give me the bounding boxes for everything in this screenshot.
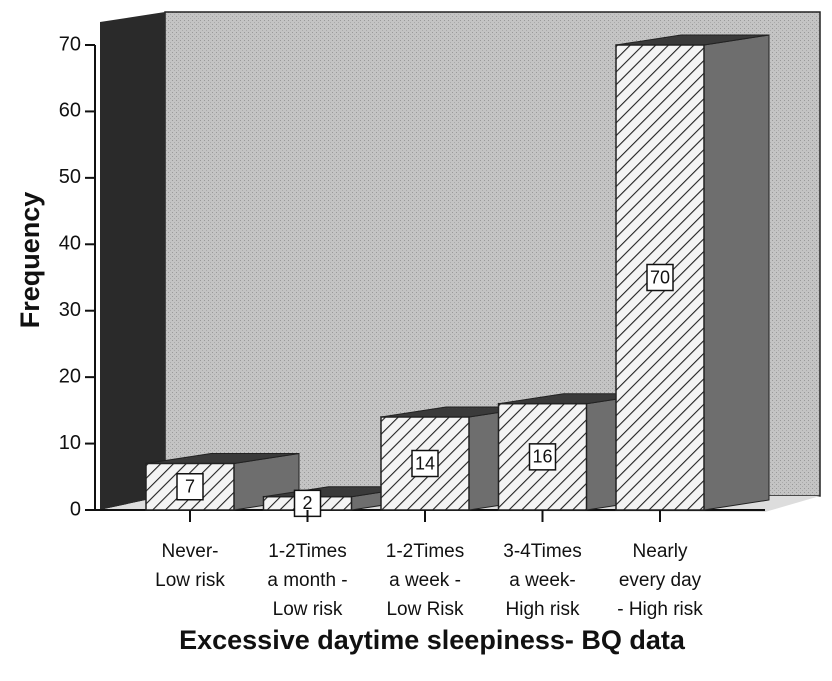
- value-label: 7: [185, 477, 195, 497]
- label-box: [528, 443, 557, 471]
- y-tick-label: 30: [59, 299, 81, 321]
- label-box: [411, 449, 439, 478]
- bar-side: [703, 34, 770, 511]
- x-tick-label: Never-: [161, 541, 218, 562]
- x-tick-label: Low risk: [155, 570, 225, 591]
- y-tick-label: 10: [59, 432, 81, 454]
- value-label: 16: [532, 447, 552, 467]
- x-tick-label: a week-: [509, 570, 576, 591]
- chart-title: Excessive daytime sleepiness- BQ data: [179, 625, 686, 655]
- label-box: [646, 263, 674, 292]
- x-tick-label: every day: [619, 570, 702, 591]
- value-label: 2: [302, 493, 312, 513]
- y-tick-label: 20: [59, 365, 81, 387]
- y-tick-label: 70: [59, 33, 81, 55]
- y-axis-label: Frequency: [15, 192, 45, 329]
- left-wall: [100, 12, 165, 510]
- y-tick-label: 50: [59, 166, 81, 188]
- value-label: 70: [650, 267, 670, 287]
- x-tick-label: 1-2Times: [268, 541, 346, 562]
- x-tick-label: a week -: [389, 570, 461, 591]
- x-tick-label: 3-4Times: [503, 541, 581, 562]
- value-label: 14: [415, 453, 435, 473]
- x-tick-label: Nearly: [633, 541, 688, 562]
- y-tick-label: 0: [70, 498, 81, 520]
- x-tick-label: - High risk: [617, 599, 703, 620]
- y-tick-label: 40: [59, 233, 81, 255]
- y-tick-label: 60: [59, 100, 81, 122]
- x-tick-label: Low Risk: [386, 599, 464, 620]
- x-tick-label: a month -: [267, 570, 347, 591]
- x-tick-label: High risk: [506, 599, 580, 620]
- x-tick-label: 1-2Times: [386, 541, 464, 562]
- x-tick-label: Low risk: [273, 599, 343, 620]
- label-box: [176, 473, 204, 501]
